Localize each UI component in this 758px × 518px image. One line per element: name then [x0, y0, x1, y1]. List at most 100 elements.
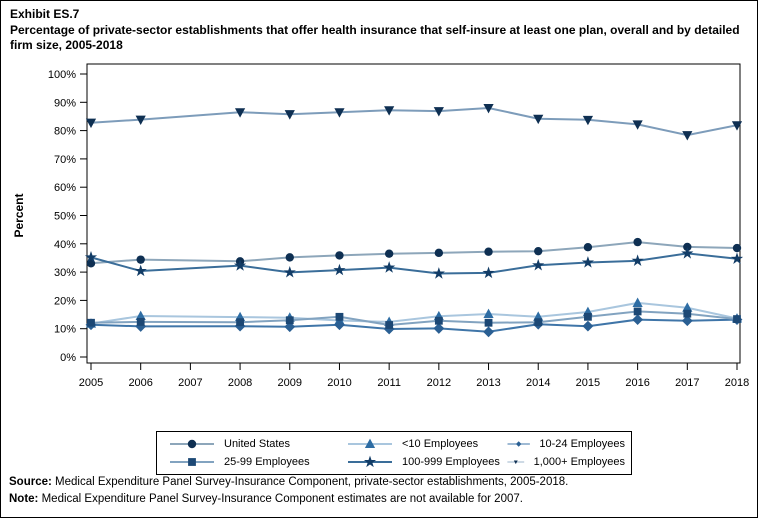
legend-label: <10 Employees [402, 438, 479, 450]
series-10-24-employees [85, 314, 743, 338]
y-tick-label: 80% [54, 126, 76, 138]
chart-legend: United States <10 Employees 10-24 Employee… [156, 431, 632, 475]
x-tick-label: 2013 [476, 377, 500, 389]
data-point-marker [483, 308, 494, 318]
y-tick-label: 30% [54, 267, 76, 279]
legend-marker-square-icon [170, 458, 214, 466]
y-tick-label: 70% [54, 154, 76, 166]
data-point-marker [484, 247, 493, 256]
data-point-marker [730, 252, 744, 264]
data-point-marker [384, 249, 394, 258]
data-point-marker [187, 439, 197, 449]
data-point-marker [234, 108, 246, 118]
legend-marker-triangle-down-icon [507, 460, 525, 465]
data-point-marker [682, 302, 693, 312]
data-point-marker [484, 318, 493, 327]
legend-label: United States [224, 438, 291, 450]
x-tick-label: 2014 [526, 377, 550, 389]
data-point-marker [534, 318, 543, 327]
y-tick-label: 90% [54, 97, 76, 109]
exhibit-number: Exhibit ES.7 [10, 7, 80, 21]
data-point-marker [582, 320, 594, 332]
data-point-marker [631, 254, 644, 266]
x-tick-label: 2009 [278, 377, 302, 389]
legend-item-25-99-employees: 25-99 Employees [169, 455, 345, 469]
note-text: Medical Expenditure Panel Survey-Insuran… [41, 493, 523, 506]
data-point-marker [335, 251, 344, 260]
data-point-marker [432, 267, 445, 279]
data-point-marker [334, 319, 345, 331]
source-line: Source: Medical Expenditure Panel Survey… [9, 474, 568, 491]
legend-label: 10-24 Employees [539, 438, 625, 450]
data-point-marker [532, 258, 545, 271]
legend-item-united-states: United States [169, 437, 345, 451]
plot-frame [86, 63, 741, 364]
x-tick-label: 2018 [725, 377, 749, 389]
legend-label: 1,000+ Employees [533, 456, 625, 468]
y-tick-label: 10% [54, 324, 76, 336]
x-tick-label: 2005 [79, 377, 103, 389]
data-point-marker [135, 115, 146, 125]
data-point-marker [583, 242, 593, 252]
data-point-marker [364, 438, 376, 448]
data-point-marker [434, 316, 443, 325]
data-point-marker [433, 323, 445, 334]
chart-svg: 0% 10% 20% 30% 40% 50% 60% 70% 80% 90% 100% Percent… [12, 63, 749, 389]
series-1-000-employees [85, 103, 743, 141]
series-25-99-employees [87, 307, 741, 329]
data-point-marker [233, 259, 247, 271]
title-block: Exhibit ES.7 Percentage of private-secto… [10, 7, 744, 54]
y-tick-label: 100% [48, 69, 76, 81]
data-point-marker [283, 265, 296, 278]
data-point-marker [363, 455, 377, 468]
data-point-marker [134, 264, 147, 277]
data-point-marker [733, 315, 741, 323]
x-tick-label: 2012 [427, 377, 451, 389]
data-point-marker [483, 103, 494, 114]
data-point-marker [284, 110, 295, 120]
data-point-marker [136, 255, 145, 264]
source-label: Source: [9, 476, 52, 488]
data-point-marker [285, 316, 294, 325]
data-point-marker [87, 318, 95, 327]
data-point-marker [433, 107, 444, 117]
data-point-marker [236, 318, 244, 327]
data-point-marker [533, 114, 544, 125]
data-point-marker [333, 263, 346, 276]
data-point-marker [731, 121, 743, 131]
data-point-marker [633, 307, 642, 316]
data-point-marker [534, 246, 543, 256]
chart-title: Percentage of private-sector establishme… [10, 22, 740, 53]
data-point-marker [482, 266, 495, 279]
data-point-marker [483, 326, 494, 338]
x-tick-label: 2007 [178, 377, 202, 389]
data-point-marker [434, 248, 444, 258]
data-point-marker [84, 250, 98, 263]
data-point-marker [385, 321, 394, 329]
data-point-marker [135, 310, 146, 320]
note-label: Note: [9, 493, 39, 506]
data-point-marker [632, 120, 643, 130]
data-point-marker [633, 237, 642, 247]
legend-marker-triangle-up-icon [348, 438, 392, 448]
y-tick-label: 50% [54, 211, 76, 223]
data-point-marker [188, 458, 196, 466]
x-tick-label: 2017 [675, 377, 699, 389]
data-point-marker [683, 309, 692, 318]
data-point-marker [681, 247, 694, 259]
data-point-marker [582, 115, 594, 126]
data-point-marker [584, 312, 592, 321]
x-tick-label: 2006 [128, 377, 152, 389]
legend-item-10-employees: <10 Employees [347, 437, 505, 451]
data-point-marker [384, 106, 395, 116]
series-united-states [86, 237, 742, 268]
y-tick-label: 40% [54, 239, 76, 251]
data-point-marker [136, 318, 145, 326]
source-text: Medical Expenditure Panel Survey-Insuran… [55, 476, 569, 488]
legend-item-10-24-employees: 10-24 Employees [507, 437, 625, 451]
x-tick-label: 2008 [228, 377, 252, 389]
data-point-marker [383, 261, 396, 273]
legend-marker-star-icon [348, 455, 392, 468]
data-point-marker [85, 118, 97, 129]
data-point-marker [284, 321, 296, 333]
